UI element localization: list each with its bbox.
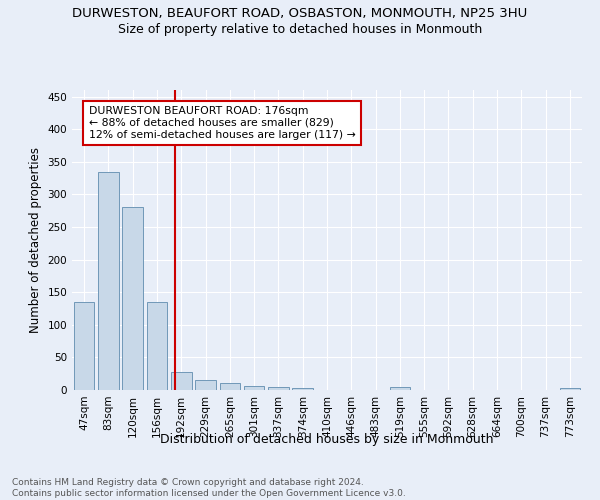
Bar — [244, 386, 265, 390]
Bar — [220, 383, 240, 390]
Bar — [560, 388, 580, 390]
Bar — [195, 380, 216, 390]
Text: Size of property relative to detached houses in Monmouth: Size of property relative to detached ho… — [118, 22, 482, 36]
Text: DURWESTON, BEAUFORT ROAD, OSBASTON, MONMOUTH, NP25 3HU: DURWESTON, BEAUFORT ROAD, OSBASTON, MONM… — [73, 8, 527, 20]
Text: DURWESTON BEAUFORT ROAD: 176sqm
← 88% of detached houses are smaller (829)
12% o: DURWESTON BEAUFORT ROAD: 176sqm ← 88% of… — [89, 106, 355, 140]
Bar — [122, 208, 143, 390]
Bar — [146, 302, 167, 390]
Y-axis label: Number of detached properties: Number of detached properties — [29, 147, 42, 333]
Bar — [74, 302, 94, 390]
Bar — [268, 386, 289, 390]
Bar — [389, 388, 410, 390]
Text: Contains HM Land Registry data © Crown copyright and database right 2024.
Contai: Contains HM Land Registry data © Crown c… — [12, 478, 406, 498]
Bar — [171, 372, 191, 390]
Bar — [292, 388, 313, 390]
Text: Distribution of detached houses by size in Monmouth: Distribution of detached houses by size … — [160, 432, 494, 446]
Bar — [98, 172, 119, 390]
